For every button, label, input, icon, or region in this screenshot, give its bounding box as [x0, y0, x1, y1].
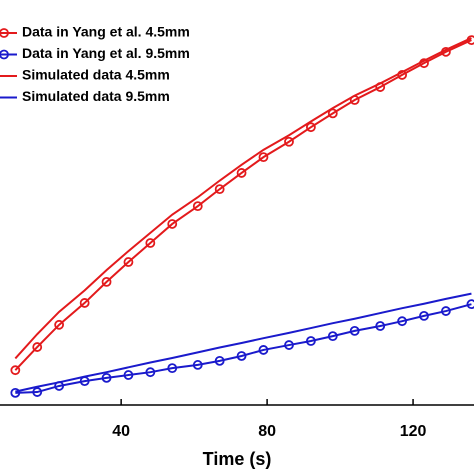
- data-point: [123, 257, 134, 267]
- data-point: [466, 299, 474, 310]
- data-point: [79, 298, 90, 308]
- x-tick-label: 120: [400, 423, 427, 440]
- data-point: [419, 310, 429, 321]
- x-axis-label: Time (s): [203, 449, 272, 469]
- data-point: [32, 342, 43, 352]
- data-point: [397, 316, 408, 327]
- data-point: [214, 184, 225, 195]
- data-point: [214, 355, 225, 366]
- data-point: [375, 321, 386, 331]
- data-point: [305, 122, 316, 133]
- data-point: [258, 345, 269, 355]
- data-point: [167, 219, 178, 229]
- data-point: [123, 370, 134, 380]
- data-point: [258, 152, 269, 163]
- data-point: [192, 360, 203, 370]
- data-point: [327, 108, 338, 119]
- legend-label: Simulated data 4.5mm: [22, 67, 170, 83]
- data-point: [32, 387, 43, 397]
- data-point: [101, 276, 112, 287]
- legend-label: Data in Yang et al. 4.5mm: [22, 24, 190, 40]
- data-point: [236, 168, 247, 178]
- data-point: [236, 351, 247, 361]
- data-point: [284, 136, 294, 147]
- data-point: [10, 387, 21, 398]
- data-point: [305, 336, 316, 346]
- series-line: [14, 39, 472, 371]
- data-point: [10, 365, 21, 376]
- data-point: [441, 306, 451, 316]
- legend-marker: [0, 28, 9, 38]
- data-point: [327, 331, 338, 342]
- legend-label: Simulated data 9.5mm: [22, 88, 170, 104]
- series-line: [15, 292, 472, 393]
- data-point: [101, 372, 112, 383]
- x-tick-label: 80: [258, 423, 276, 440]
- data-point: [54, 319, 65, 330]
- x-tick-label: 40: [112, 423, 130, 440]
- data-point: [349, 325, 360, 336]
- legend-marker: [0, 49, 9, 60]
- data-point: [192, 201, 203, 212]
- data-point: [145, 238, 156, 248]
- data-point: [167, 363, 178, 374]
- series-line: [15, 303, 472, 394]
- legend-label: Data in Yang et al. 9.5mm: [22, 45, 190, 61]
- data-point: [145, 367, 156, 378]
- series-line: [14, 37, 472, 360]
- data-point: [284, 340, 294, 350]
